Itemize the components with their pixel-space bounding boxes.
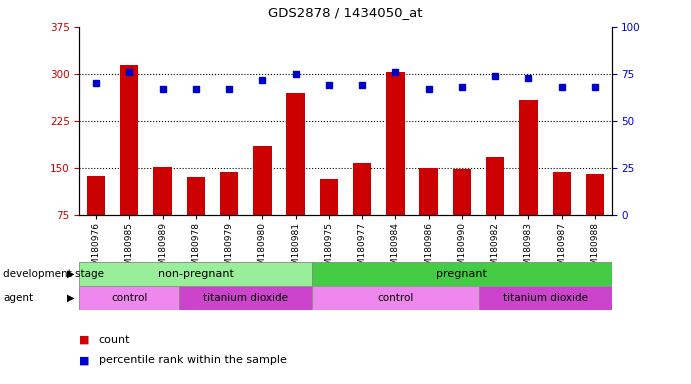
Bar: [79, 286, 179, 310]
Text: count: count: [99, 335, 131, 345]
Bar: [353, 163, 371, 215]
Bar: [553, 172, 571, 215]
Text: agent: agent: [3, 293, 34, 303]
Bar: [453, 169, 471, 215]
Bar: [312, 286, 478, 310]
Text: percentile rank within the sample: percentile rank within the sample: [99, 355, 287, 365]
Text: ▶: ▶: [67, 269, 75, 279]
Text: GDS2878 / 1434050_at: GDS2878 / 1434050_at: [268, 6, 423, 19]
Text: development stage: development stage: [3, 269, 104, 279]
Text: control: control: [377, 293, 414, 303]
Text: ▶: ▶: [67, 293, 75, 303]
Bar: [179, 286, 312, 310]
Bar: [486, 157, 504, 215]
Text: ■: ■: [79, 335, 90, 345]
Bar: [120, 65, 138, 215]
Bar: [153, 167, 172, 215]
Text: ■: ■: [79, 355, 90, 365]
Bar: [320, 179, 338, 215]
Text: control: control: [111, 293, 148, 303]
Bar: [79, 262, 312, 286]
Bar: [519, 100, 538, 215]
Text: titanium dioxide: titanium dioxide: [203, 293, 288, 303]
Bar: [87, 176, 105, 215]
Bar: [419, 168, 438, 215]
Bar: [586, 174, 604, 215]
Bar: [386, 72, 404, 215]
Text: pregnant: pregnant: [437, 269, 487, 279]
Bar: [478, 286, 612, 310]
Bar: [312, 262, 612, 286]
Bar: [253, 146, 272, 215]
Bar: [187, 177, 205, 215]
Text: non-pregnant: non-pregnant: [158, 269, 234, 279]
Bar: [220, 172, 238, 215]
Text: titanium dioxide: titanium dioxide: [502, 293, 587, 303]
Bar: [287, 93, 305, 215]
